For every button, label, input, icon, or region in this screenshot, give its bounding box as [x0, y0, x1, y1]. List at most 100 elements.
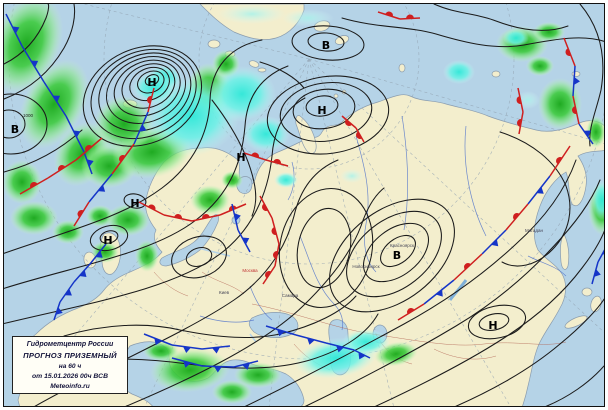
isobar-ring: [98, 52, 192, 132]
cold-front-triangle-marker: [242, 363, 250, 370]
front-line-warm: [355, 127, 365, 143]
warm-front-semicircle-marker: [77, 210, 84, 218]
japan: [564, 315, 588, 329]
fronts-and-centers: Н Н В В Н Н Н В Н Москва Киев Самара Новосибирск Крас…: [5, 11, 604, 373]
warm-front-semicircle-marker: [174, 214, 182, 219]
low-pressure-center-label: Н: [236, 151, 245, 164]
cold-front-triangle-marker: [358, 352, 366, 360]
sakhalin: [560, 233, 570, 270]
warm-front-semicircle-marker: [406, 14, 414, 19]
info-site: Meteoinfo.ru: [50, 383, 90, 390]
isobar-ring: [123, 193, 147, 209]
warm-front-semicircle-marker: [565, 48, 571, 56]
isobar-ring: [307, 32, 345, 52]
isobar-ring: [89, 224, 129, 252]
low-pressure-center-label: Н: [147, 76, 156, 89]
wrangel-island: [571, 71, 581, 77]
city-label: Магадан: [525, 228, 543, 233]
arctic-island: [207, 39, 221, 49]
cold-front-triangle-marker: [536, 186, 544, 194]
isobar-ring: [278, 188, 374, 308]
low-pressure-center-label: Н: [488, 319, 497, 332]
franz-josef-land: [333, 93, 339, 99]
isobar-ring: [144, 74, 160, 86]
forecast-info-box: Гидрометцентр России ПРОГНОЗ ПРИЗЕМНЫЙ н…: [12, 336, 128, 394]
warm-front-semicircle-marker: [356, 131, 362, 140]
isobar-ring: [467, 304, 527, 340]
isobar-ring: [279, 82, 373, 142]
isobar-ring: [292, 88, 356, 130]
cold-front-triangle-marker: [242, 237, 250, 245]
rivers: [199, 115, 567, 331]
cold-front-triangle-marker: [12, 26, 20, 34]
warm-front-semicircle-marker: [516, 96, 522, 104]
cold-front-triangle-marker: [79, 270, 87, 277]
high-pressure-center-label: В: [11, 123, 19, 136]
cold-front-triangle-marker: [602, 251, 604, 255]
isobars: [4, 4, 604, 406]
high-pressure-center-label: В: [322, 39, 330, 52]
warm-front-semicircle-marker: [464, 262, 471, 270]
isobar-ring: [121, 63, 176, 109]
cold-front-triangle-marker: [97, 184, 106, 192]
warm-front-semicircle-marker: [556, 157, 563, 165]
cold-front-triangle-marker: [234, 213, 241, 221]
front-line-occluded: [505, 203, 529, 231]
isobar-ring: [346, 210, 442, 298]
isobar-ring: [99, 230, 119, 244]
warm-front-semicircle-marker: [147, 204, 156, 211]
warm-front-semicircle-marker: [345, 119, 353, 126]
isobar-ring: [82, 45, 203, 147]
high-pressure-center-label: В: [393, 249, 401, 262]
warm-front-semicircle-marker: [265, 271, 272, 279]
city-label: Москва: [242, 268, 258, 273]
warm-front-semicircle-marker: [147, 96, 152, 104]
isobar-ring: [171, 235, 227, 279]
new-siberian-islands: [491, 70, 501, 78]
warm-front-semicircle-marker: [273, 251, 278, 259]
info-product: ПРОГНОЗ ПРИЗЕМНЫЙ: [23, 351, 117, 360]
low-pressure-center-label: Н: [103, 234, 112, 247]
front-line-cold: [597, 249, 604, 263]
warm-front-semicircle-marker: [85, 145, 93, 152]
info-lead-time: на 60 ч: [58, 363, 82, 370]
cold-front-triangle-marker: [30, 60, 39, 68]
cold-front-triangle-marker: [64, 288, 72, 296]
cold-front-triangle-marker: [214, 366, 222, 373]
warm-front-semicircle-marker: [513, 213, 520, 221]
low-pressure-center-label: Н: [130, 197, 139, 210]
svalbard: [248, 60, 260, 68]
cold-front-triangle-marker: [139, 124, 147, 132]
cold-front-triangle-marker: [95, 250, 103, 258]
cold-front-triangle-marker: [573, 77, 580, 85]
isobar-value-label: 1000: [23, 113, 34, 118]
cold-front-triangle-marker: [277, 329, 285, 337]
warm-front-semicircle-marker: [251, 152, 259, 158]
warm-front-semicircle-marker: [29, 181, 38, 188]
isobar-ring: [90, 48, 197, 140]
cold-front-triangle-marker: [491, 239, 499, 247]
isobar-ring: [478, 313, 510, 331]
city-label: Киев: [219, 290, 230, 295]
warm-front-semicircle-marker: [271, 227, 277, 235]
isobar-ring: [137, 70, 165, 94]
warm-front-semicircle-marker: [58, 165, 66, 172]
warm-front-semicircle-marker: [572, 106, 577, 114]
info-org: Гидрометцентр России: [26, 341, 114, 348]
hokkaido: [581, 287, 593, 297]
warm-front-semicircle-marker: [517, 119, 522, 127]
city-label: Самара: [282, 293, 299, 298]
cold-front-triangle-marker: [183, 360, 191, 368]
isobar-ring: [106, 56, 186, 124]
isobar-ring: [4, 109, 26, 139]
cold-front-triangle-marker: [154, 338, 162, 346]
low-pressure-center-label: Н: [317, 104, 326, 117]
warm-front-semicircle-marker: [407, 307, 415, 315]
cold-front-triangle-marker: [307, 337, 315, 345]
isobar-ring: [363, 222, 429, 283]
cold-front-triangle-marker: [52, 95, 61, 103]
warm-front-semicircle-marker: [385, 11, 393, 17]
cold-front-triangle-marker: [55, 307, 63, 315]
warm-front-semicircle-marker: [202, 214, 210, 219]
